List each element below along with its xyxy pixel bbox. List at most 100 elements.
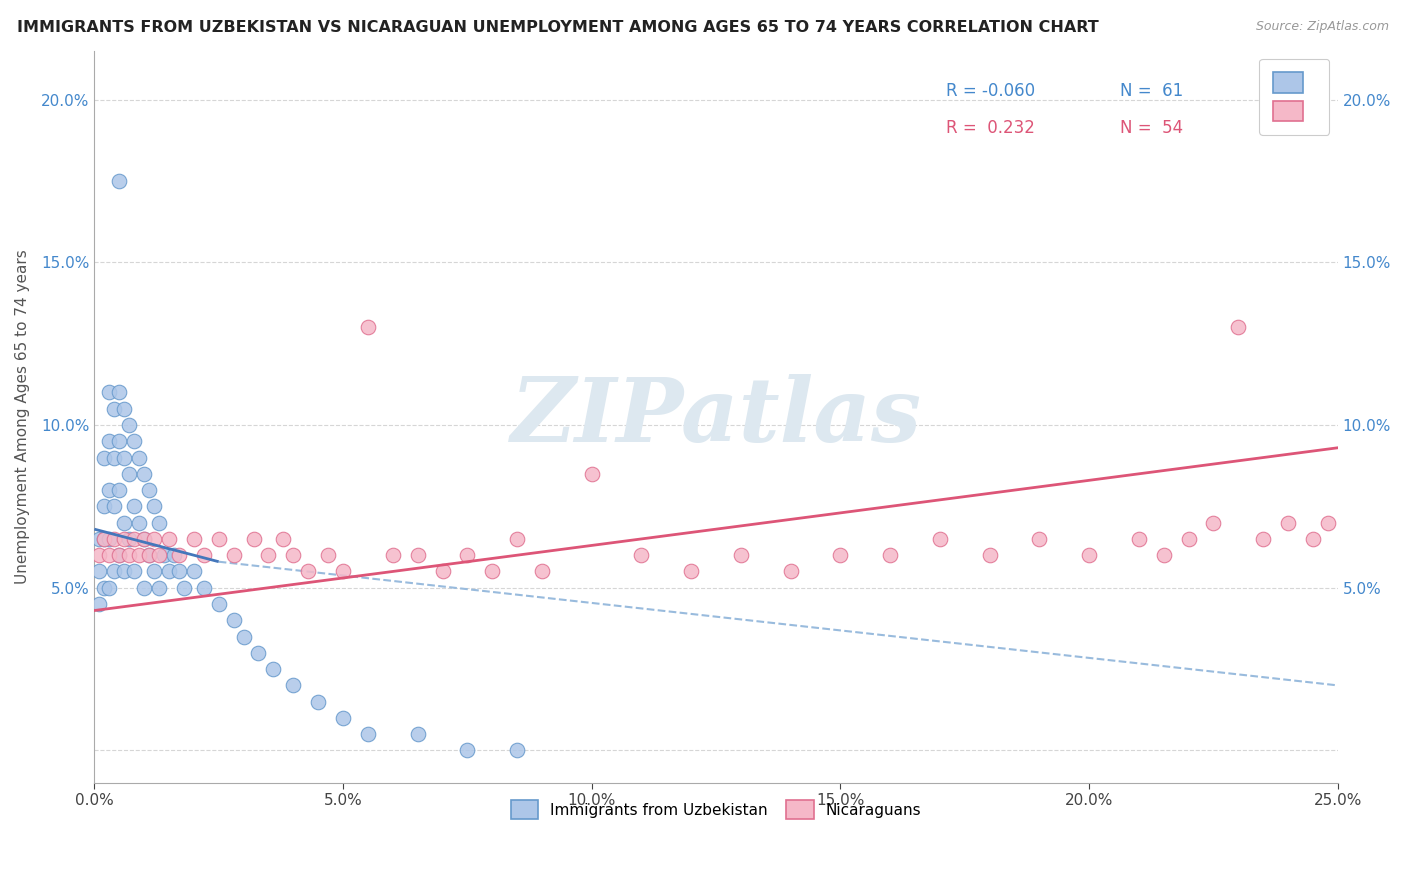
Point xyxy=(183,565,205,579)
Point xyxy=(1028,532,1050,546)
Point xyxy=(122,565,145,579)
Point xyxy=(157,565,180,579)
Point xyxy=(122,532,145,546)
Text: N =  54: N = 54 xyxy=(1121,119,1184,136)
Point xyxy=(830,548,852,562)
Point xyxy=(1177,532,1199,546)
Point xyxy=(93,581,115,595)
Point xyxy=(297,565,319,579)
Point xyxy=(118,467,141,481)
Point xyxy=(132,532,155,546)
Point xyxy=(456,743,478,757)
Point xyxy=(148,581,170,595)
Point xyxy=(193,581,215,595)
Point xyxy=(112,516,135,530)
Point xyxy=(93,450,115,465)
Point xyxy=(112,401,135,416)
Point xyxy=(148,548,170,562)
Point xyxy=(118,532,141,546)
Point xyxy=(381,548,404,562)
Point xyxy=(128,516,150,530)
Point xyxy=(143,532,166,546)
Point xyxy=(103,532,125,546)
Point xyxy=(1227,320,1250,334)
Point xyxy=(157,532,180,546)
Point xyxy=(332,565,354,579)
Point xyxy=(112,532,135,546)
Point xyxy=(143,565,166,579)
Point xyxy=(89,548,111,562)
Point xyxy=(132,467,155,481)
Point xyxy=(456,548,478,562)
Point xyxy=(222,548,245,562)
Text: ZIPatlas: ZIPatlas xyxy=(510,374,921,460)
Point xyxy=(183,532,205,546)
Point xyxy=(122,434,145,449)
Point xyxy=(481,565,503,579)
Point xyxy=(93,532,115,546)
Point xyxy=(730,548,752,562)
Point xyxy=(108,385,131,400)
Text: IMMIGRANTS FROM UZBEKISTAN VS NICARAGUAN UNEMPLOYMENT AMONG AGES 65 TO 74 YEARS : IMMIGRANTS FROM UZBEKISTAN VS NICARAGUAN… xyxy=(17,20,1098,35)
Point xyxy=(928,532,950,546)
Y-axis label: Unemployment Among Ages 65 to 74 years: Unemployment Among Ages 65 to 74 years xyxy=(15,250,30,584)
Point xyxy=(222,613,245,627)
Point xyxy=(193,548,215,562)
Point xyxy=(506,532,529,546)
Text: Source: ZipAtlas.com: Source: ZipAtlas.com xyxy=(1256,20,1389,33)
Point xyxy=(108,174,131,188)
Text: R = -0.060: R = -0.060 xyxy=(946,82,1035,100)
Point xyxy=(108,483,131,497)
Point xyxy=(257,548,280,562)
Point xyxy=(89,597,111,611)
Point xyxy=(262,662,284,676)
Point xyxy=(153,548,176,562)
Point xyxy=(208,597,231,611)
Point xyxy=(273,532,295,546)
Point xyxy=(357,320,380,334)
Point xyxy=(98,483,121,497)
Point xyxy=(1153,548,1175,562)
Point xyxy=(332,711,354,725)
Point xyxy=(132,532,155,546)
Point xyxy=(506,743,529,757)
Point xyxy=(1202,516,1225,530)
Point xyxy=(148,516,170,530)
Point xyxy=(1078,548,1101,562)
Point xyxy=(681,565,703,579)
Point xyxy=(208,532,231,546)
Point xyxy=(132,581,155,595)
Point xyxy=(357,727,380,741)
Legend: Immigrants from Uzbekistan, Nicaraguans: Immigrants from Uzbekistan, Nicaraguans xyxy=(503,793,929,827)
Point xyxy=(1302,532,1324,546)
Point xyxy=(979,548,1001,562)
Point xyxy=(173,581,195,595)
Point xyxy=(879,548,901,562)
Point xyxy=(630,548,652,562)
Point xyxy=(138,548,160,562)
Point xyxy=(530,565,553,579)
Point xyxy=(1128,532,1150,546)
Point xyxy=(122,500,145,514)
Point xyxy=(98,434,121,449)
Point xyxy=(167,565,190,579)
Point xyxy=(89,565,111,579)
Point xyxy=(108,548,131,562)
Point xyxy=(98,581,121,595)
Point xyxy=(103,401,125,416)
Point xyxy=(406,548,429,562)
Point xyxy=(93,532,115,546)
Point xyxy=(163,548,186,562)
Point xyxy=(98,385,121,400)
Point xyxy=(128,450,150,465)
Point xyxy=(1316,516,1339,530)
Point xyxy=(232,630,254,644)
Point xyxy=(779,565,801,579)
Point xyxy=(108,548,131,562)
Point xyxy=(406,727,429,741)
Point xyxy=(103,450,125,465)
Point xyxy=(283,548,305,562)
Point xyxy=(98,532,121,546)
Point xyxy=(283,678,305,692)
Point xyxy=(138,548,160,562)
